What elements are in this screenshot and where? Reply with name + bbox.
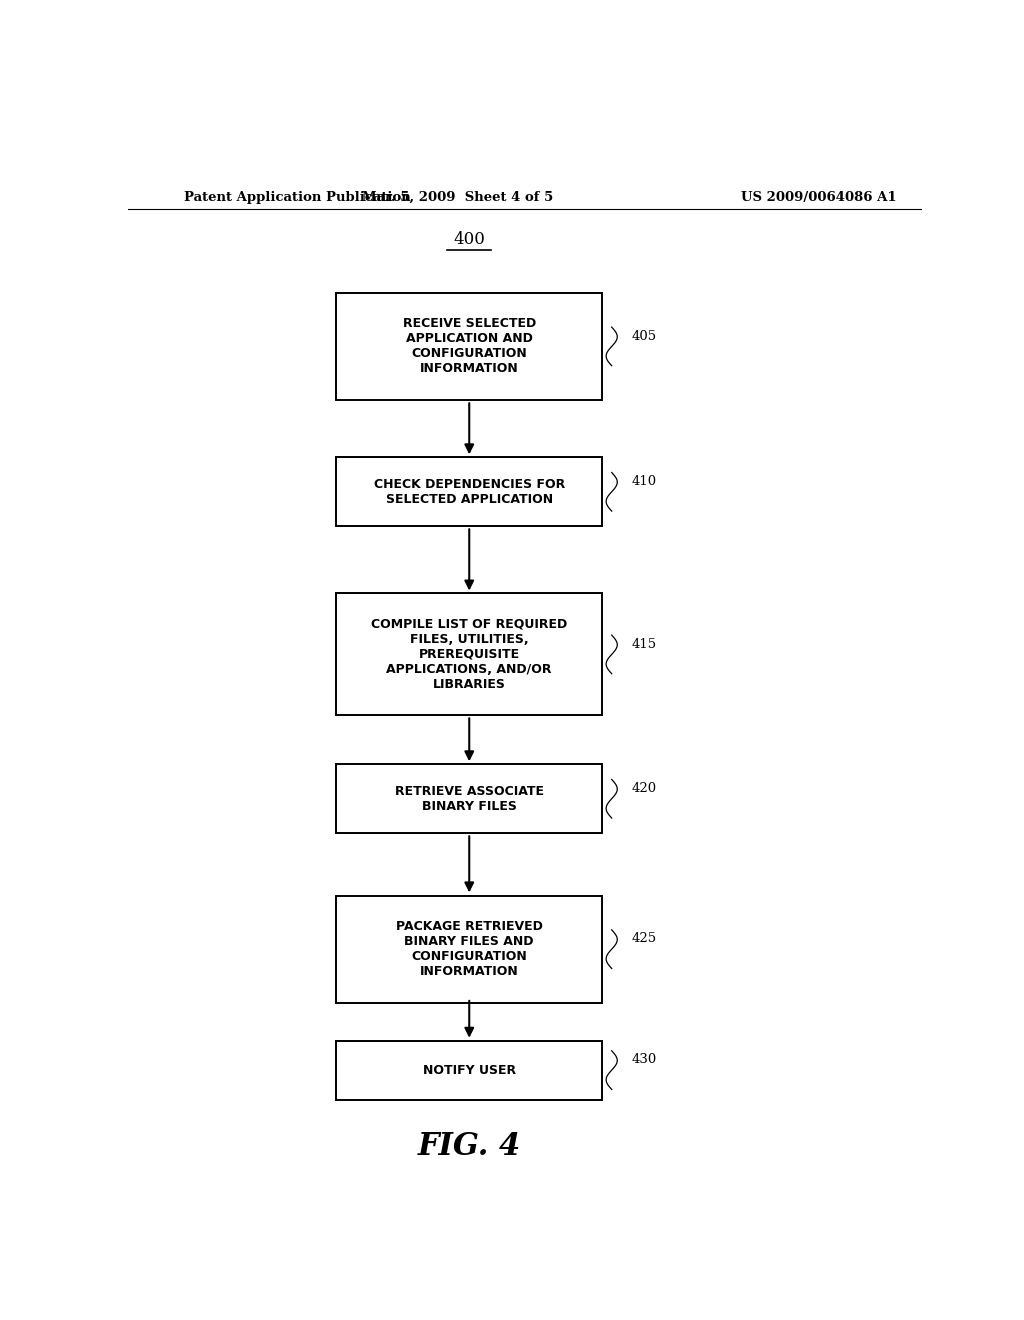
Text: RECEIVE SELECTED
APPLICATION AND
CONFIGURATION
INFORMATION: RECEIVE SELECTED APPLICATION AND CONFIGU… <box>402 317 536 375</box>
Text: 405: 405 <box>632 330 656 343</box>
Text: PACKAGE RETRIEVED
BINARY FILES AND
CONFIGURATION
INFORMATION: PACKAGE RETRIEVED BINARY FILES AND CONFI… <box>396 920 543 978</box>
Text: 410: 410 <box>632 475 656 488</box>
FancyBboxPatch shape <box>336 594 602 715</box>
FancyBboxPatch shape <box>336 764 602 833</box>
FancyBboxPatch shape <box>336 1040 602 1100</box>
Text: 430: 430 <box>632 1053 656 1067</box>
Text: Patent Application Publication: Patent Application Publication <box>183 190 411 203</box>
Text: CHECK DEPENDENCIES FOR
SELECTED APPLICATION: CHECK DEPENDENCIES FOR SELECTED APPLICAT… <box>374 478 565 506</box>
FancyBboxPatch shape <box>336 457 602 527</box>
Text: 415: 415 <box>632 638 656 651</box>
Text: COMPILE LIST OF REQUIRED
FILES, UTILITIES,
PREREQUISITE
APPLICATIONS, AND/OR
LIB: COMPILE LIST OF REQUIRED FILES, UTILITIE… <box>371 618 567 690</box>
FancyBboxPatch shape <box>336 896 602 1002</box>
Text: 420: 420 <box>632 781 656 795</box>
FancyBboxPatch shape <box>336 293 602 400</box>
Text: Mar. 5, 2009  Sheet 4 of 5: Mar. 5, 2009 Sheet 4 of 5 <box>361 190 553 203</box>
Text: 425: 425 <box>632 932 656 945</box>
Text: FIG. 4: FIG. 4 <box>418 1131 521 1162</box>
Text: 400: 400 <box>454 231 485 248</box>
Text: RETRIEVE ASSOCIATE
BINARY FILES: RETRIEVE ASSOCIATE BINARY FILES <box>394 784 544 813</box>
Text: US 2009/0064086 A1: US 2009/0064086 A1 <box>740 190 896 203</box>
Text: NOTIFY USER: NOTIFY USER <box>423 1064 516 1077</box>
